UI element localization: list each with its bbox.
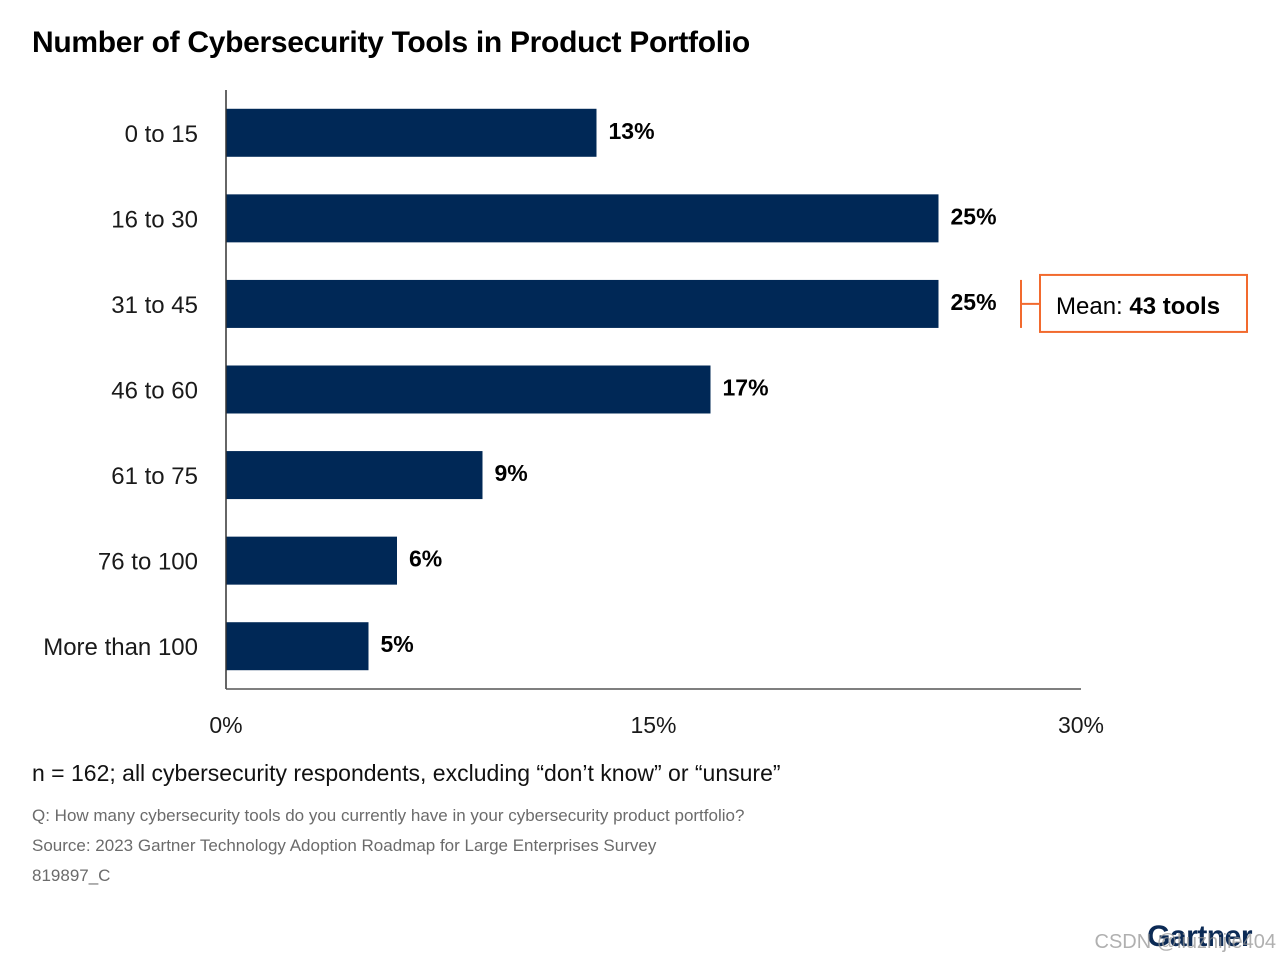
bar — [226, 536, 397, 585]
value-label: 13% — [609, 118, 655, 144]
value-label: 5% — [381, 631, 414, 657]
category-label: More than 100 — [43, 634, 198, 661]
x-tick-label: 30% — [1058, 712, 1104, 738]
bar — [226, 108, 597, 157]
bar — [226, 279, 939, 328]
x-tick-label: 0% — [209, 712, 242, 738]
annotation-box — [1039, 273, 1248, 333]
sample-note: n = 162; all cybersecurity respondents, … — [32, 760, 781, 786]
category-label: 61 to 75 — [111, 463, 198, 490]
category-label: 46 to 60 — [111, 378, 198, 405]
survey-question: Q: How many cybersecurity tools do you c… — [32, 806, 745, 825]
gartner-logo: Gartner — [1147, 920, 1252, 953]
bar — [226, 365, 711, 414]
value-label: 9% — [495, 460, 528, 486]
bar — [226, 451, 483, 500]
bar — [226, 622, 369, 671]
category-label: 0 to 15 — [125, 121, 198, 148]
bar-chart: 0 to 15 13% 16 to 30 25% 31 to 45 25% Mean: 43… — [43, 90, 1248, 738]
category-label: 31 to 45 — [111, 292, 198, 319]
category-label: 16 to 30 — [111, 206, 198, 233]
bar — [226, 194, 939, 243]
value-label: 25% — [951, 289, 997, 315]
source-note: Source: 2023 Gartner Technology Adoption… — [32, 836, 657, 855]
x-tick-label: 15% — [630, 712, 676, 738]
category-label: 76 to 100 — [98, 549, 198, 576]
value-label: 17% — [723, 375, 769, 401]
figure-code: 819897_C — [32, 866, 111, 885]
chart-title: Number of Cybersecurity Tools in Product… — [32, 26, 750, 59]
watermark: CSDN @liuzhijie404 — [1094, 931, 1276, 953]
annotation-text: Mean: 43 tools — [1056, 293, 1220, 320]
value-label: 6% — [409, 546, 442, 572]
value-label: 25% — [951, 203, 997, 229]
